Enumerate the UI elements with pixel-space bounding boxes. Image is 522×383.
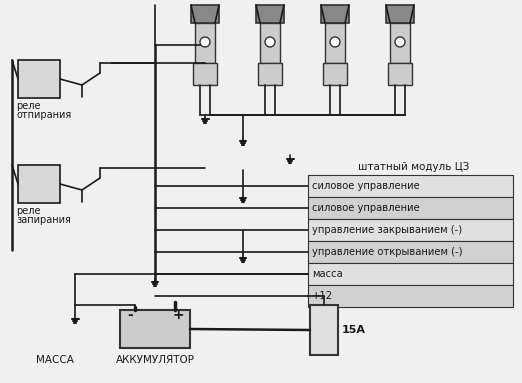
Bar [310,305,338,355]
Text: отпирания: отпирания [16,110,71,120]
Text: +12: +12 [312,291,333,301]
Bar [191,5,219,23]
Circle shape [265,37,275,47]
Text: штатный модуль ЦЗ: штатный модуль ЦЗ [358,162,469,172]
Bar [258,63,282,85]
Text: силовое управление: силовое управление [312,203,420,213]
Bar [308,241,513,263]
Text: -: - [127,308,133,322]
Bar [260,23,280,63]
Bar [120,310,190,348]
Bar [193,63,217,85]
Bar [256,5,284,23]
Bar [308,263,513,285]
Bar [325,23,345,63]
Text: МАССА: МАССА [36,355,74,365]
Text: масса: масса [312,269,343,279]
Bar [323,63,347,85]
Text: управление открыванием (-): управление открыванием (-) [312,247,462,257]
Bar [388,63,412,85]
Bar [308,285,513,307]
Text: реле: реле [16,101,41,111]
Circle shape [395,37,405,47]
Bar [18,60,60,98]
Text: реле: реле [16,206,41,216]
Circle shape [200,37,210,47]
Text: 15А: 15А [342,325,366,335]
Bar [308,197,513,219]
Text: управление закрыванием (-): управление закрыванием (-) [312,225,462,235]
Bar [308,219,513,241]
Bar [390,23,410,63]
Text: +: + [172,308,184,322]
Text: силовое управление: силовое управление [312,181,420,191]
Text: запирания: запирания [16,215,71,225]
Bar [18,165,60,203]
Bar [321,5,349,23]
Text: АККУМУЛЯТОР: АККУМУЛЯТОР [115,355,195,365]
Bar [386,5,414,23]
Circle shape [330,37,340,47]
Bar [308,175,513,197]
Bar [195,23,215,63]
